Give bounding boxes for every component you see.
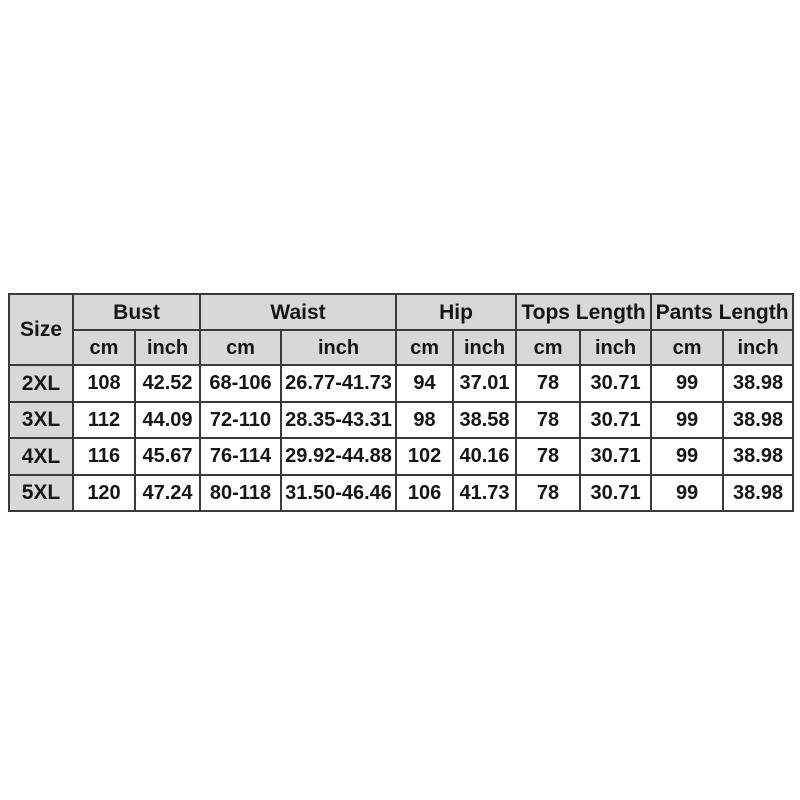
size-chart-table: Size Bust Waist Hip Tops Length Pants Le… bbox=[8, 293, 795, 512]
unit-header-bust-inch: inch bbox=[133, 329, 202, 366]
data-cell-waist-inch: 29.92-44.88 bbox=[280, 437, 398, 476]
size-cell: 2XL bbox=[8, 364, 74, 403]
data-cell-tops-inch: 30.71 bbox=[579, 437, 653, 476]
table-row-3xl: 3XL 112 44.09 72-110 28.35-43.31 98 38.5… bbox=[8, 400, 795, 439]
data-cell-waist-cm: 80-118 bbox=[199, 473, 283, 512]
data-cell-waist-cm: 68-106 bbox=[199, 364, 283, 403]
data-cell-pants-cm: 99 bbox=[650, 473, 725, 512]
unit-header-bust-cm: cm bbox=[72, 329, 136, 366]
size-cell: 3XL bbox=[8, 400, 74, 439]
data-cell-tops-inch: 30.71 bbox=[579, 473, 653, 512]
data-cell-pants-inch: 38.98 bbox=[722, 364, 795, 403]
data-cell-tops-cm: 78 bbox=[515, 437, 582, 476]
data-cell-waist-cm: 72-110 bbox=[199, 400, 283, 439]
data-cell-pants-cm: 99 bbox=[650, 364, 725, 403]
unit-header-pants-cm: cm bbox=[650, 329, 725, 366]
data-cell-tops-inch: 30.71 bbox=[579, 364, 653, 403]
data-cell-hip-inch: 40.16 bbox=[452, 437, 518, 476]
data-cell-hip-inch: 38.58 bbox=[452, 400, 518, 439]
table-row-4xl: 4XL 116 45.67 76-114 29.92-44.88 102 40.… bbox=[8, 437, 795, 476]
data-cell-pants-inch: 38.98 bbox=[722, 437, 795, 476]
data-cell-bust-cm: 120 bbox=[72, 473, 136, 512]
data-cell-tops-cm: 78 bbox=[515, 473, 582, 512]
data-cell-hip-inch: 41.73 bbox=[452, 473, 518, 512]
data-cell-bust-inch: 47.24 bbox=[133, 473, 202, 512]
data-cell-tops-cm: 78 bbox=[515, 400, 582, 439]
column-group-header-hip: Hip bbox=[395, 293, 518, 331]
column-group-header-tops-length: Tops Length bbox=[515, 293, 653, 331]
table-row-5xl: 5XL 120 47.24 80-118 31.50-46.46 106 41.… bbox=[8, 473, 795, 512]
data-cell-tops-cm: 78 bbox=[515, 364, 582, 403]
column-group-header-pants-length: Pants Length bbox=[650, 293, 795, 331]
unit-header-tops-inch: inch bbox=[579, 329, 653, 366]
header-unit-row: cm inch cm inch cm inch cm inch cm inch bbox=[9, 329, 795, 366]
unit-header-tops-cm: cm bbox=[515, 329, 582, 366]
data-cell-waist-cm: 76-114 bbox=[199, 437, 283, 476]
data-cell-waist-inch: 28.35-43.31 bbox=[280, 400, 398, 439]
column-group-header-bust: Bust bbox=[71, 293, 202, 331]
unit-header-pants-inch: inch bbox=[722, 329, 795, 366]
data-cell-pants-inch: 38.98 bbox=[722, 473, 795, 512]
size-column-header: Size bbox=[8, 293, 74, 366]
size-cell: 5XL bbox=[8, 473, 74, 512]
data-cell-bust-cm: 116 bbox=[72, 437, 136, 476]
data-cell-bust-inch: 44.09 bbox=[133, 400, 202, 439]
data-cell-bust-inch: 42.52 bbox=[133, 364, 202, 403]
data-cell-hip-cm: 106 bbox=[395, 473, 455, 512]
data-cell-bust-cm: 112 bbox=[72, 400, 136, 439]
data-cell-waist-inch: 31.50-46.46 bbox=[280, 473, 398, 512]
data-cell-pants-cm: 99 bbox=[650, 437, 725, 476]
data-cell-hip-inch: 37.01 bbox=[452, 364, 518, 403]
data-cell-pants-inch: 38.98 bbox=[722, 400, 795, 439]
unit-header-waist-cm: cm bbox=[199, 329, 283, 366]
data-cell-bust-cm: 108 bbox=[72, 364, 136, 403]
unit-header-hip-cm: cm bbox=[395, 329, 455, 366]
data-cell-hip-cm: 98 bbox=[395, 400, 455, 439]
data-cell-pants-cm: 99 bbox=[650, 400, 725, 439]
data-cell-hip-cm: 102 bbox=[395, 437, 455, 476]
data-cell-waist-inch: 26.77-41.73 bbox=[280, 364, 398, 403]
table-row-2xl: 2XL 108 42.52 68-106 26.77-41.73 94 37.0… bbox=[8, 364, 795, 403]
unit-header-hip-inch: inch bbox=[452, 329, 518, 366]
data-cell-tops-inch: 30.71 bbox=[579, 400, 653, 439]
size-cell: 4XL bbox=[8, 437, 74, 476]
data-cell-hip-cm: 94 bbox=[395, 364, 455, 403]
column-group-header-waist: Waist bbox=[199, 293, 398, 331]
header-group-row: Size Bust Waist Hip Tops Length Pants Le… bbox=[8, 293, 795, 366]
unit-header-waist-inch: inch bbox=[280, 329, 398, 366]
data-cell-bust-inch: 45.67 bbox=[133, 437, 202, 476]
